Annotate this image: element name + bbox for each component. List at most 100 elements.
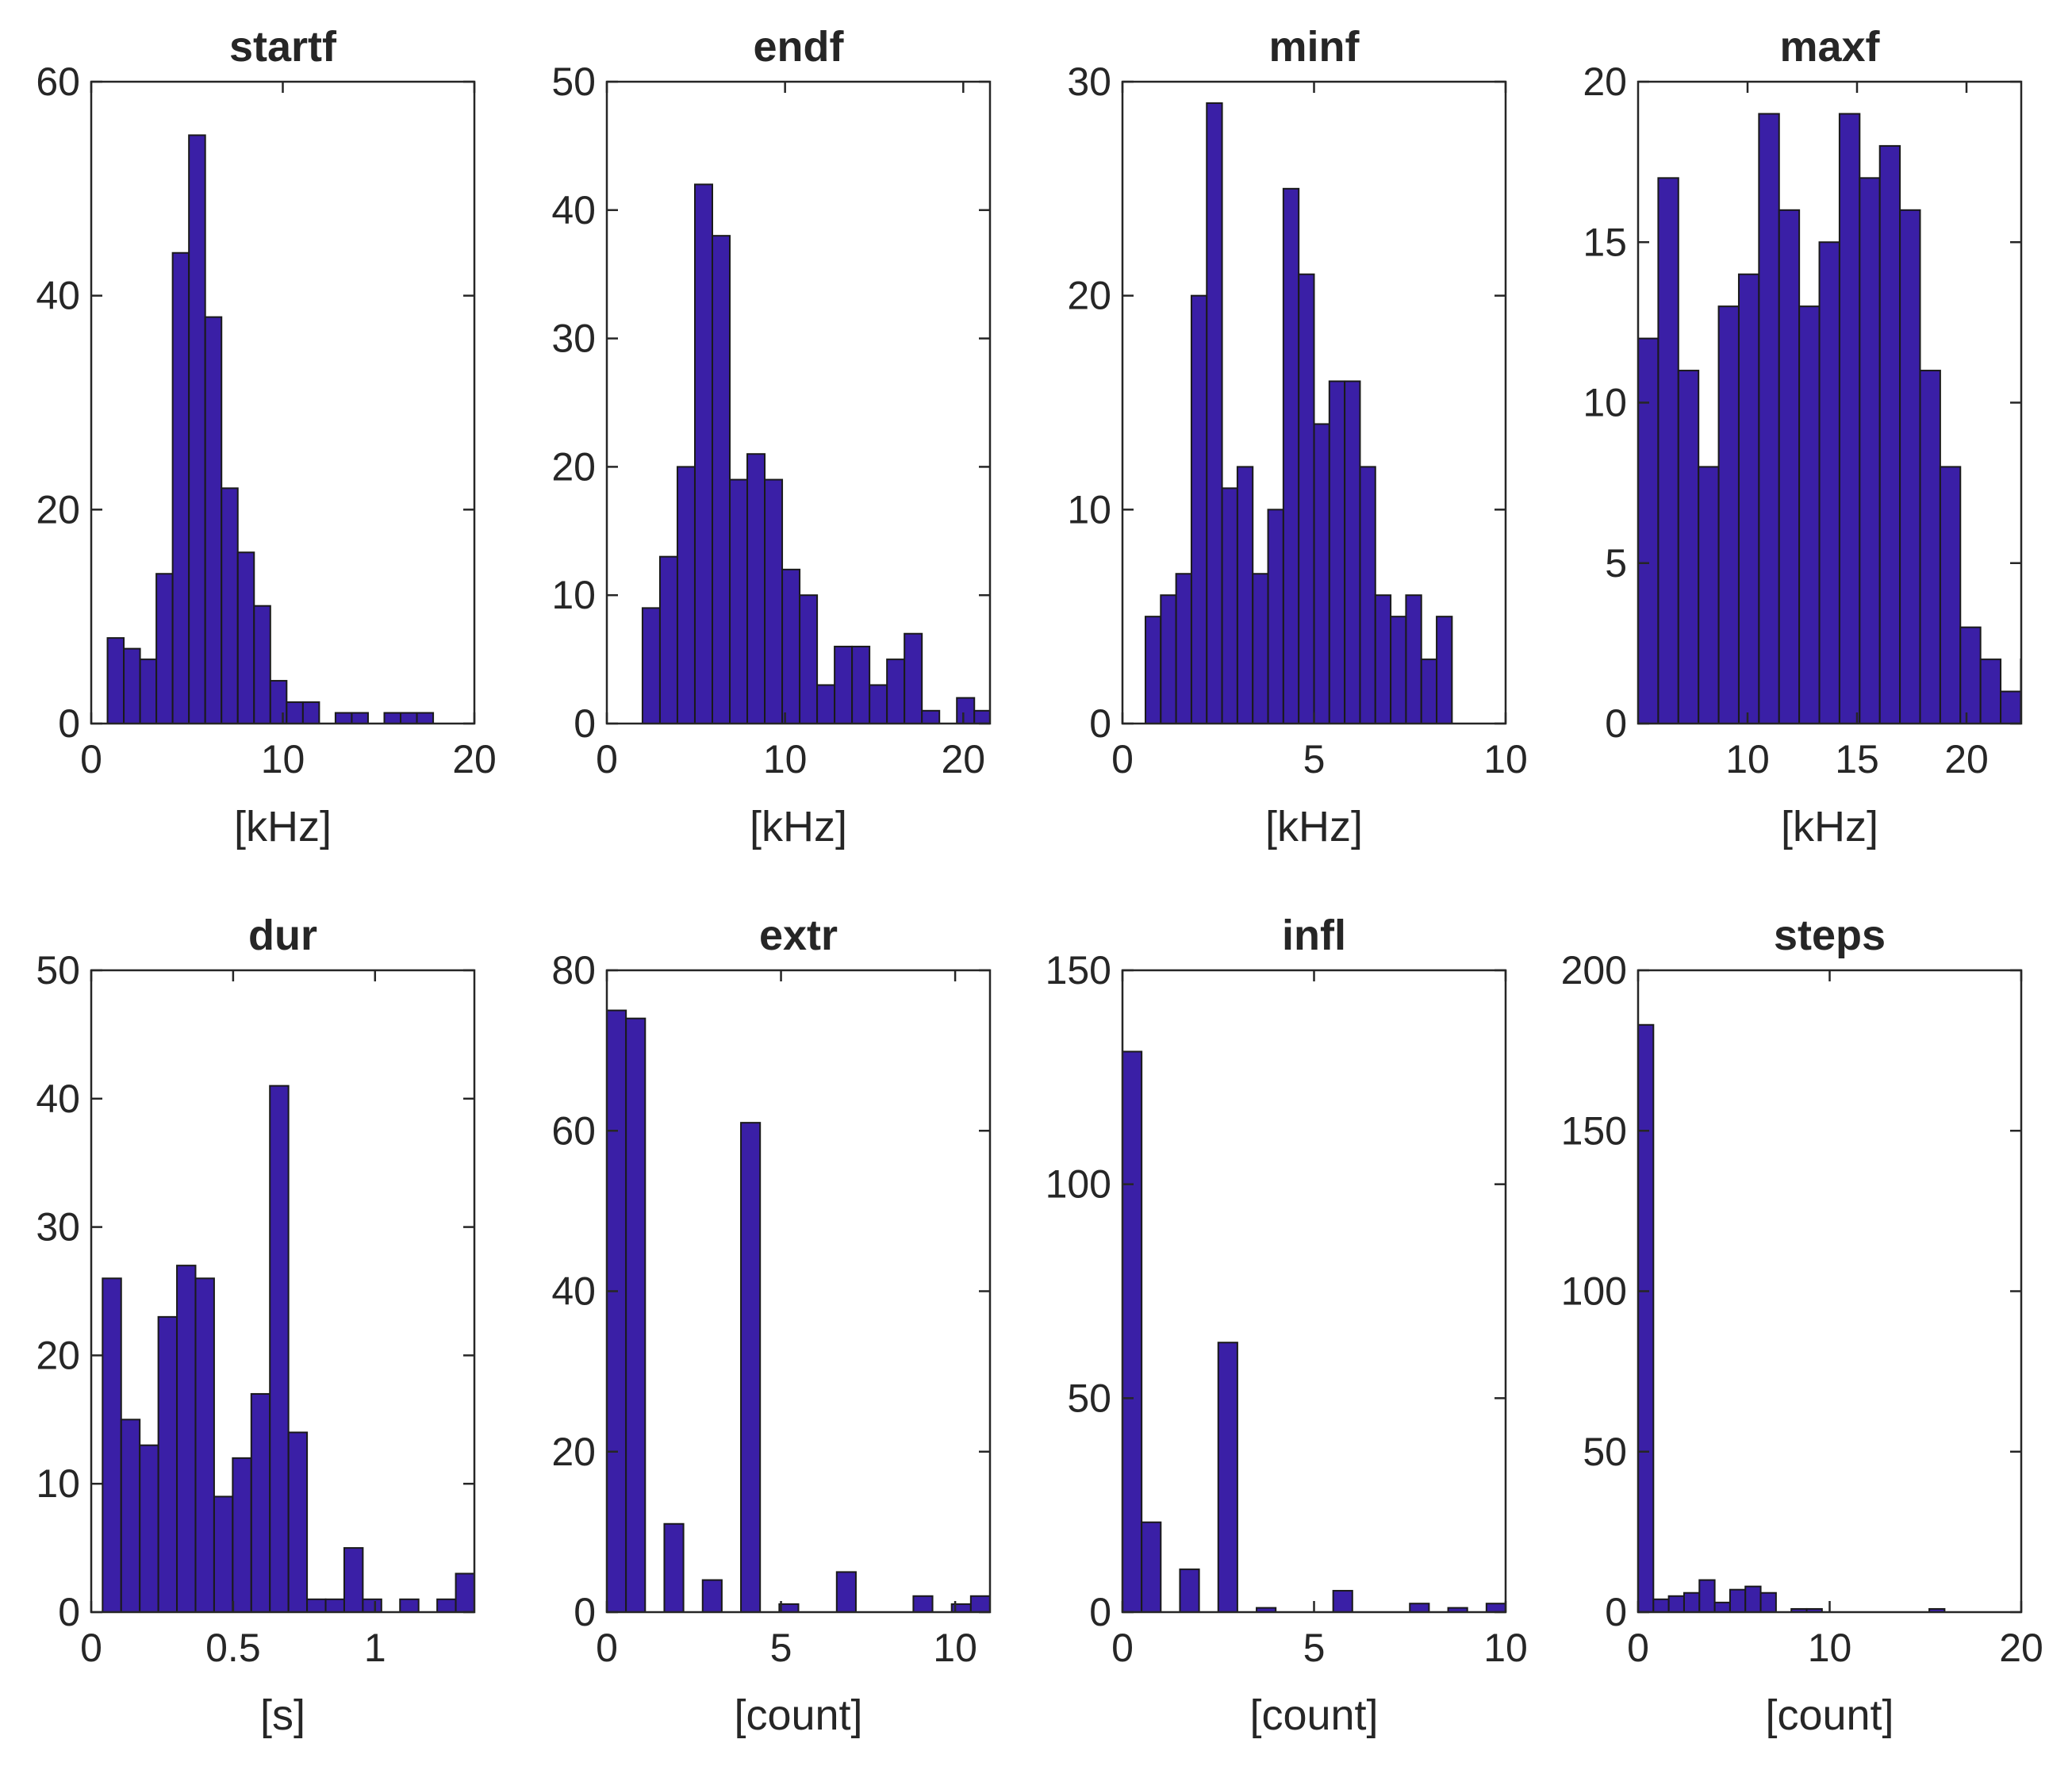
x-tick-label: 20 (1944, 737, 1989, 781)
bar (1221, 487, 1238, 724)
panel-infl: 0 50 100 150 0 5 10 infl [count] (1046, 912, 1528, 1739)
panel-extr: 0 20 40 60 80 0 5 10 extr [count] (551, 912, 992, 1739)
bar (851, 645, 871, 724)
y-tick-label: 20 (551, 444, 596, 489)
bar (194, 1277, 215, 1613)
bar (400, 712, 418, 724)
bar (155, 573, 174, 724)
y-tick-label: 40 (551, 1269, 596, 1314)
chart-title: maxf (1779, 23, 1880, 71)
y-tick-label: 60 (36, 60, 80, 104)
y-tick-label: 20 (1067, 274, 1111, 318)
y-tick-label: 50 (1067, 1376, 1111, 1420)
x-tick-label: 0 (1627, 1626, 1649, 1670)
y-tick-label: 50 (1583, 1430, 1627, 1474)
bar (1282, 187, 1300, 725)
bar (106, 637, 125, 725)
bar (1652, 1598, 1670, 1613)
bar (343, 1547, 364, 1613)
x-tick-label: 20 (452, 737, 497, 781)
bar (269, 1085, 290, 1613)
bar (658, 555, 678, 724)
x-tick-label: 10 (1808, 1626, 1852, 1670)
bar (1252, 573, 1269, 724)
panel-startf: 0 20 40 60 0 10 20 startf [kHz] (36, 23, 496, 850)
bar (625, 1017, 647, 1614)
x-tick-label: 20 (1999, 1626, 2043, 1670)
panel-dur: 0 10 20 30 40 50 0 0.5 1 dur [s] (36, 912, 476, 1739)
y-tick-label: 30 (551, 317, 596, 361)
bar (1859, 177, 1881, 725)
bar (1667, 1595, 1685, 1614)
bar (1677, 370, 1700, 724)
bar (1729, 1588, 1747, 1614)
axes-box (90, 969, 476, 1614)
y-tick-label: 40 (36, 1077, 80, 1121)
bar (606, 1009, 627, 1613)
y-tick-label: 0 (1605, 1590, 1627, 1634)
bar (1179, 1568, 1200, 1613)
x-tick-label: 5 (1303, 1626, 1326, 1670)
bar (286, 701, 304, 724)
panel-endf: 0 10 20 30 40 50 0 10 20 endf [kHz] (551, 23, 992, 850)
x-tick-label: 10 (261, 737, 305, 781)
bar (1236, 466, 1254, 725)
bar (676, 466, 696, 725)
bar (287, 1431, 309, 1613)
bar (213, 1495, 234, 1613)
bar (1190, 294, 1208, 724)
panel-steps: 0 50 100 150 200 0 10 20 steps [count] (1561, 912, 2043, 1739)
y-tick-label: 50 (36, 948, 80, 993)
y-tick-label: 15 (1583, 220, 1627, 264)
bar (781, 568, 801, 725)
axes-box (605, 969, 992, 1614)
y-tick-label: 0 (574, 701, 596, 746)
y-tick-label: 150 (1046, 948, 1111, 993)
y-tick-label: 40 (36, 274, 80, 318)
bar (1637, 1023, 1655, 1613)
x-tick-label: 1 (364, 1626, 386, 1670)
bar (436, 1598, 457, 1613)
bar (641, 607, 661, 724)
bar (306, 1598, 327, 1613)
y-tick-label: 200 (1561, 948, 1627, 993)
bar (250, 1392, 271, 1613)
y-tick-label: 10 (1067, 487, 1111, 532)
axes-box (1636, 969, 2023, 1614)
bar (1758, 113, 1780, 724)
bar (1344, 380, 1361, 724)
bar (1878, 144, 1901, 724)
x-tick-label: 10 (933, 1626, 977, 1670)
x-tick-label: 10 (1483, 1626, 1528, 1670)
y-tick-label: 0 (1089, 701, 1111, 746)
y-tick-label: 10 (551, 573, 596, 617)
bar (1683, 1591, 1701, 1613)
bar (1175, 573, 1192, 724)
bar (269, 680, 288, 724)
x-tick-label: 10 (1725, 737, 1770, 781)
bar (232, 1457, 252, 1613)
bar (799, 594, 819, 725)
bar (236, 551, 255, 724)
bar (1267, 509, 1284, 724)
bar (324, 1598, 345, 1613)
y-tick-label: 100 (1046, 1162, 1111, 1207)
bar (351, 712, 369, 724)
bar (729, 478, 749, 725)
bar (1818, 241, 1840, 724)
bar (746, 453, 766, 724)
bar (1798, 305, 1821, 724)
bar (1979, 658, 2002, 724)
y-tick-label: 150 (1561, 1108, 1627, 1153)
bar (176, 1265, 197, 1613)
y-tick-label: 5 (1605, 541, 1627, 586)
bar (1141, 1521, 1162, 1613)
x-axis-label: [kHz] (1265, 803, 1363, 850)
bar (869, 684, 888, 725)
bar (816, 684, 836, 725)
x-tick-label: 0 (1111, 737, 1134, 781)
bar (1122, 1050, 1143, 1614)
bar (1959, 626, 1982, 725)
bar (1217, 1342, 1238, 1613)
x-axis-label: [kHz] (1781, 803, 1878, 850)
